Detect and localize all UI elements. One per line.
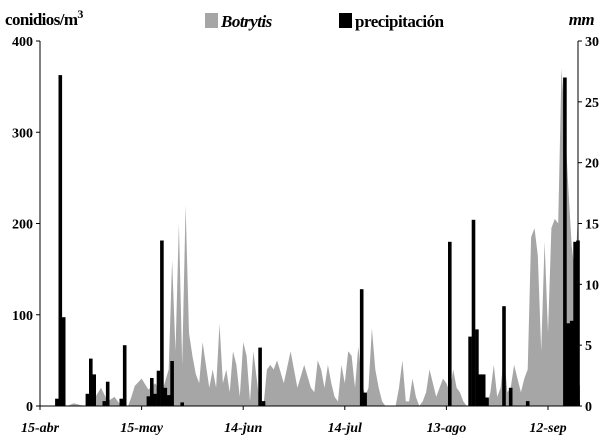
x-tick-label: 15-may — [120, 421, 164, 436]
precipitation-bar — [359, 289, 364, 406]
x-tick-label: 12-sep — [529, 421, 566, 436]
precipitation-bar — [258, 347, 262, 406]
legend-swatch-precipitation — [339, 13, 352, 28]
legend-swatch-botrytis — [205, 13, 218, 28]
precipitation-bar — [102, 401, 107, 406]
precipitation-bar — [119, 398, 124, 406]
precipitation-bar — [478, 374, 483, 406]
precipitation-bar — [153, 393, 157, 406]
x-tick-label: 14-jul — [328, 421, 362, 436]
left-axis-title-superscript: 3 — [77, 7, 83, 21]
precipitation-bar — [525, 401, 530, 406]
precipitation-bar — [569, 320, 574, 406]
right-tick-label: 25 — [585, 96, 599, 111]
right-tick-label: 30 — [585, 35, 599, 50]
right-tick-label: 10 — [585, 278, 599, 293]
x-tick-label: 13-ago — [427, 421, 467, 436]
left-axis-title-text: conidios/m — [5, 10, 78, 29]
precipitation-bar — [363, 392, 367, 406]
precipitation-bar — [563, 77, 567, 406]
precipitation-bar — [166, 395, 171, 406]
right-tick-label: 20 — [585, 157, 599, 172]
precipitation-bar — [481, 374, 486, 406]
precipitation-bar — [163, 387, 168, 407]
right-tick-label: 5 — [585, 339, 592, 354]
precipitation-bar — [261, 401, 266, 406]
axes — [36, 40, 582, 410]
precipitation-bar — [573, 241, 577, 407]
precipitation-bar — [146, 396, 151, 406]
precipitation-bar — [468, 336, 472, 406]
plot-area — [40, 68, 580, 407]
left-tick-label: 300 — [12, 126, 33, 141]
precipitation-bar — [55, 398, 59, 406]
precipitation-bar — [502, 306, 506, 406]
left-tick-label: 200 — [12, 218, 33, 233]
left-tick-label: 100 — [12, 309, 33, 324]
precipitation-bar — [85, 393, 90, 406]
precipitation-bar — [448, 241, 452, 407]
x-tick-label: 14-jun — [224, 421, 262, 436]
legend-label-precipitation: precipitación — [355, 12, 445, 31]
precipitation-bar — [156, 370, 161, 406]
precipitation-bar — [160, 240, 164, 406]
left-tick-label: 400 — [12, 35, 33, 50]
right-tick-label: 0 — [585, 400, 592, 415]
tick-labels: 0 100 200 300 400 0 5 10 15 20 25 30 15-abr 15-may 14-… — [12, 35, 599, 436]
left-axis-title: conidios/m3 — [5, 7, 83, 29]
precipitation-bar — [89, 358, 93, 406]
precipitation-bar — [508, 387, 513, 407]
legend-label-botrytis: Botrytis — [220, 12, 273, 31]
precipitation-bar — [170, 361, 174, 406]
precipitation-bar — [475, 329, 479, 406]
left-tick-label: 0 — [26, 400, 33, 415]
precipitation-bar — [122, 345, 127, 406]
precipitation-bar — [58, 75, 63, 406]
header: conidios/m3 Botrytis precipitación mm — [5, 7, 595, 31]
botrytis-area — [40, 68, 578, 407]
precipitation-bar — [150, 378, 154, 406]
precipitation-bar — [61, 317, 66, 406]
legend: Botrytis precipitación — [205, 12, 445, 31]
x-tick-label: 15-abr — [21, 421, 60, 436]
precipitation-bar — [105, 381, 110, 406]
precipitation-bar — [566, 323, 571, 406]
precipitation-bar — [92, 374, 96, 406]
right-tick-label: 15 — [585, 218, 599, 233]
precipitation-bar — [485, 397, 489, 406]
precipitation-bar — [471, 219, 476, 406]
precipitation-bar — [180, 402, 184, 406]
right-axis-title: mm — [569, 10, 595, 29]
